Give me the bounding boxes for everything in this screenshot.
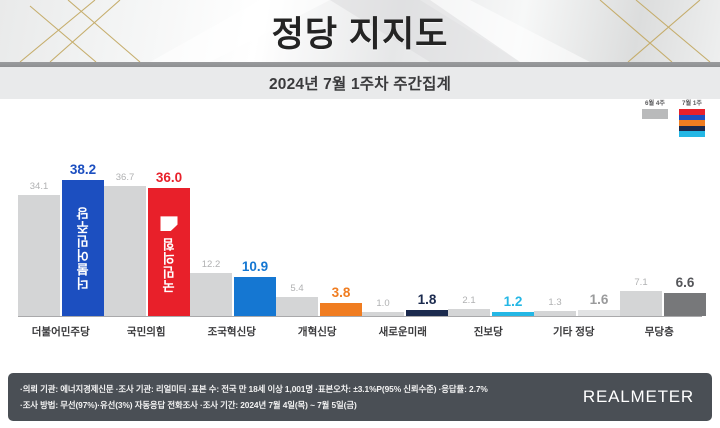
bar-value-prev: 1.0 [376, 298, 390, 310]
category-label: 새로운미래 [378, 326, 427, 338]
bar-wrap-curr: 1.2 [492, 140, 534, 316]
methodology-line-2: ·조사 방법: 무선(97%)·유선(3%) 자동응답 전화조사 ·조사 기간:… [20, 400, 357, 410]
legend-stripe-red [679, 109, 705, 115]
bar-group: 36.7 36.0 국민의힘 [104, 140, 190, 316]
bar-group: 12.2 10.9 [190, 140, 276, 316]
bar-wrap-prev: 34.1 [18, 140, 60, 316]
category-label: 기타 정당 [552, 326, 595, 338]
bar-value-prev: 34.1 [29, 180, 49, 192]
category-label: 진보당 [473, 326, 503, 338]
subtitle-bar: 2024년 7월 1주차 주간집계 [0, 67, 720, 99]
bar-prev: 12.2 [190, 259, 232, 316]
header-banner: 정당 지지도 [0, 0, 720, 62]
bar-wrap-curr: 10.9 [234, 140, 276, 316]
bar-wrap-curr: 36.0 국민의힘 [148, 140, 190, 316]
bar-wrap-prev: 5.4 [276, 140, 318, 316]
party-logo-text: 더불어민주당 [75, 206, 91, 291]
bar-wrap-curr: 3.8 [320, 140, 362, 316]
bar-prev: 7.1 [620, 277, 662, 316]
category-label: 더불어민주당 [31, 326, 90, 338]
bar-curr: 1.6 [578, 292, 620, 316]
legend-item-prev: 6월 4주 [641, 98, 669, 119]
bar-curr: 36.0 국민의힘 [148, 170, 190, 316]
methodology-line-1: ·의뢰 기관: 에너지경제신문 ·조사 기관: 리얼미터 ·표본 수: 전국 만… [20, 384, 488, 394]
bar-group: 1.0 1.8 [362, 140, 448, 316]
bar-group: 2.1 1.2 [448, 140, 534, 316]
bar-value-curr: 1.6 [589, 292, 609, 308]
subtitle-text: 2024년 7월 1주차 주간집계 [268, 76, 452, 93]
bar-prev: 1.0 [362, 298, 404, 316]
bar-prev: 2.1 [448, 295, 490, 316]
bar-wrap-prev: 12.2 [190, 140, 232, 316]
bar-value-curr: 3.8 [331, 284, 351, 300]
bar-wrap-curr: 6.6 [664, 140, 706, 316]
bar-curr: 1.8 [406, 292, 448, 316]
bar-prev: 36.7 [104, 172, 146, 316]
legend-label-curr: 7월 1주 [682, 100, 702, 107]
bar-group: 1.3 1.6 [534, 140, 620, 316]
bar-value-curr: 36.0 [155, 170, 183, 186]
bar-value-prev: 2.1 [462, 294, 476, 306]
category-labels: 더불어민주당 국민의힘 조국혁신당 개혁신당 새로운미래 진보당 기타 정당 무당층 [18, 318, 702, 339]
bar-value-curr: 1.8 [417, 291, 437, 307]
party-logo: 더불어민주당 [62, 180, 104, 316]
party-logo: 국민의힘 [148, 188, 190, 316]
bar-wrap-curr: 1.8 [406, 140, 448, 316]
bar-value-curr: 38.2 [69, 162, 97, 178]
legend-stripe-orange [679, 120, 705, 126]
bar-prev: 5.4 [276, 283, 318, 316]
bar-prev: 34.1 [18, 181, 60, 316]
bar-value-curr: 10.9 [241, 259, 269, 275]
bar-wrap-prev: 1.0 [362, 140, 404, 316]
bar-group: 7.1 6.6 [620, 140, 706, 316]
bar-wrap-prev: 2.1 [448, 140, 490, 316]
category-label: 개혁신당 [297, 326, 337, 338]
legend: 6월 4주 7월 1주 [641, 98, 706, 137]
legend-item-curr: 7월 1주 [678, 98, 706, 137]
category-label: 조국혁신당 [207, 326, 256, 338]
legend-stripe-blue [679, 114, 705, 121]
header-decoration [19, 0, 711, 62]
bar-curr: 10.9 [234, 259, 276, 316]
bar-groups: 34.1 38.2 더불어민주당 36.7 36.0 국민의힘 12.2 10.9 5.4 3.8… [18, 140, 706, 316]
bar-wrap-curr: 1.6 [578, 140, 620, 316]
realmeter-logo: REALMETER [582, 387, 694, 406]
methodology-footer: ·의뢰 기관: 에너지경제신문 ·조사 기관: 리얼미터 ·표본 수: 전국 만… [8, 373, 712, 421]
bar-value-prev: 5.4 [290, 282, 304, 294]
bar-value-prev: 36.7 [115, 171, 135, 183]
party-logo-text: 국민의힘 [161, 237, 177, 294]
party-emblem-icon [160, 216, 178, 232]
bar-value-curr: 6.6 [675, 274, 695, 290]
category-label: 무당층 [644, 326, 674, 338]
bar-wrap-prev: 1.3 [534, 140, 576, 316]
bar-value-prev: 12.2 [201, 258, 221, 270]
methodology-text: ·의뢰 기관: 에너지경제신문 ·조사 기관: 리얼미터 ·표본 수: 전국 만… [20, 383, 488, 411]
bar-chart: 34.1 38.2 더불어민주당 36.7 36.0 국민의힘 12.2 10.9 5.4 3.8… [0, 140, 720, 340]
page-title: 정당 지지도 [271, 14, 449, 54]
legend-swatch-curr [679, 109, 705, 137]
bar-value-prev: 7.1 [634, 276, 648, 288]
bar-prev: 1.3 [534, 297, 576, 316]
bar-wrap-prev: 7.1 [620, 140, 662, 316]
bar-curr: 1.2 [492, 294, 534, 316]
bar-group: 5.4 3.8 [276, 140, 362, 316]
legend-label-prev: 6월 4주 [645, 100, 665, 107]
bar-curr: 6.6 [664, 275, 706, 316]
bar-curr: 38.2 더불어민주당 [62, 162, 104, 316]
bar-curr: 3.8 [320, 285, 362, 316]
bar-wrap-prev: 36.7 [104, 140, 146, 316]
legend-stripe-navy [679, 125, 705, 132]
header-divider [0, 62, 720, 67]
bar-value-curr: 1.2 [503, 293, 523, 309]
baseline-axis [18, 316, 702, 317]
bar-group: 34.1 38.2 더불어민주당 [18, 140, 104, 316]
legend-swatch-prev [642, 109, 668, 119]
bar-wrap-curr: 38.2 더불어민주당 [62, 140, 104, 316]
legend-stripe-cyan [679, 131, 705, 137]
bar-value-prev: 1.3 [548, 297, 562, 309]
category-label: 국민의힘 [126, 326, 166, 338]
